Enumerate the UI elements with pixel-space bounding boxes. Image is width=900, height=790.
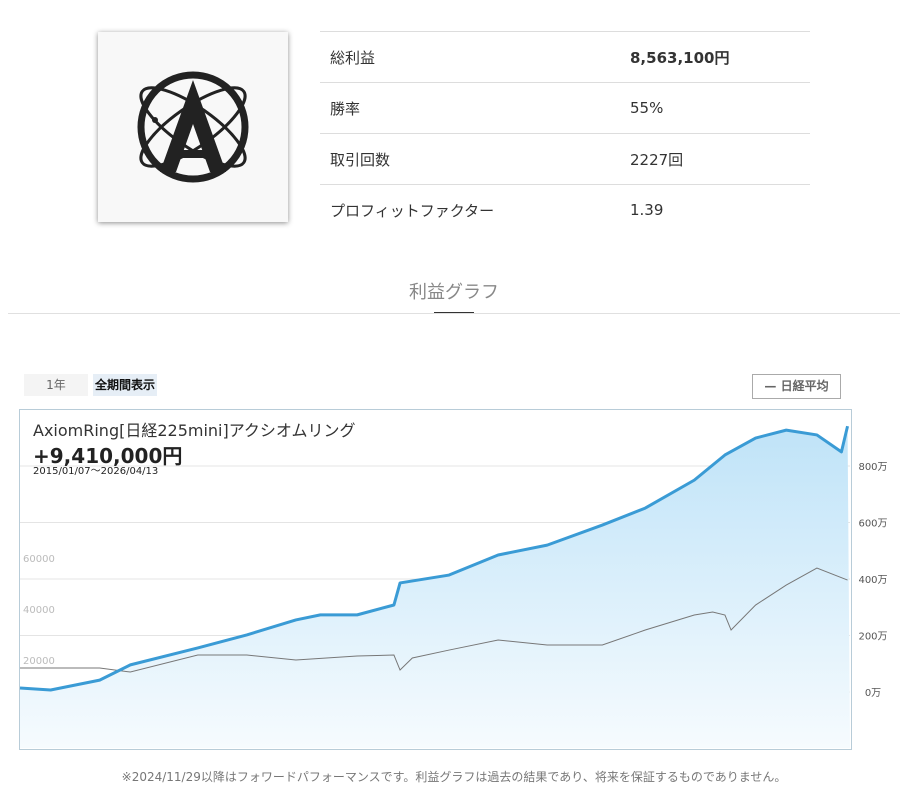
left-axis-tick: 40000 [23,605,55,616]
chart-frame [19,409,852,750]
chart-date-range: 2015/01/07〜2026/04/13 [33,466,159,477]
summary-row: 取引回数 2227回 [320,133,810,185]
chart-title: AxiomRing[日経225mini]アクシオムリング [33,421,356,440]
section-title: 利益グラフ [409,282,499,303]
footnote: ※2024/11/29以降はフォワードパフォーマンスです。利益グラフは過去の結果… [121,770,787,784]
strategy-logo [98,32,288,222]
right-axis-tick: 200万 [858,632,887,643]
chart-total-profit: +9,410,000円 [33,444,183,468]
left-axis-tick: 60000 [23,554,55,565]
tab-all-period[interactable]: 全期間表示 [93,374,157,396]
summary-value: 1.39 [620,184,810,235]
right-axis-tick: 0万 [865,688,881,699]
summary-row: プロフィットファクター 1.39 [320,184,810,235]
left-axis-tick: 20000 [23,656,55,667]
summary-value: 8,563,100円 [620,31,810,83]
summary-value: 55% [620,82,810,134]
summary-value: 2227回 [620,133,810,185]
profit-area [20,426,850,748]
summary-label: 総利益 [320,31,620,83]
summary-row: 勝率 55% [320,82,810,134]
right-axis-tick: 400万 [858,575,887,586]
axiom-ring-logo-icon [137,71,249,183]
summary-table: 総利益 8,563,100円 勝率 55% 取引回数 2227回 プロフィットファクター 1.… [320,31,810,235]
nikkei-line [20,567,848,673]
right-axis-tick: 600万 [858,519,887,530]
right-axis-tick: 800万 [858,462,887,473]
tab-1-year[interactable]: 1年 [24,374,88,396]
divider [8,313,900,314]
summary-label: プロフィットファクター [320,184,620,235]
summary-label: 勝率 [320,82,620,134]
legend-toggle-nikkei[interactable]: — 日経平均 [752,374,841,399]
summary-row: 総利益 8,563,100円 [320,31,810,83]
summary-label: 取引回数 [320,133,620,185]
